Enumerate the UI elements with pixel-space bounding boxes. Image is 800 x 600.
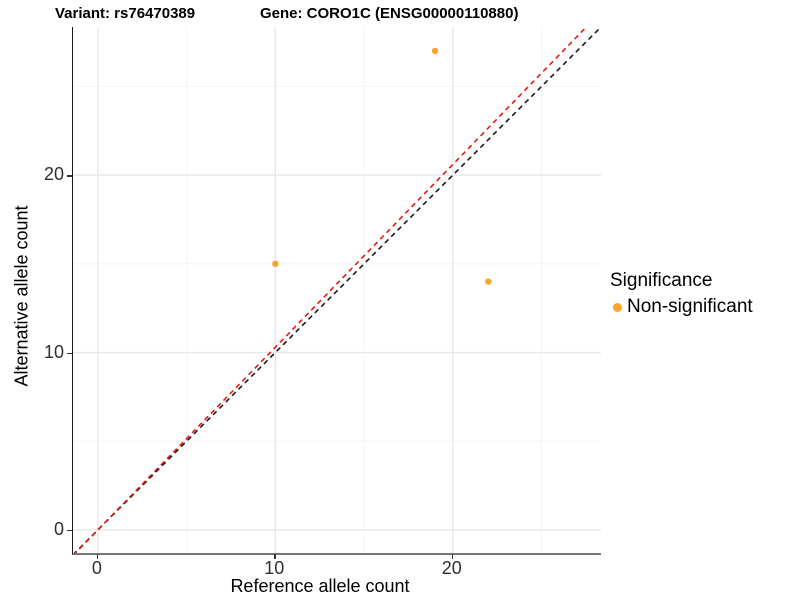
x-tick-label: 10 bbox=[264, 558, 285, 578]
y-tick-mark bbox=[67, 175, 72, 177]
y-tick-mark bbox=[67, 352, 72, 355]
legend-item-label: Non-significant bbox=[627, 296, 753, 317]
data-point bbox=[431, 47, 439, 55]
gene-title: Gene: CORO1C (ENSG00000110880) bbox=[260, 5, 519, 22]
identity-line bbox=[73, 27, 601, 553]
variant-title: Variant: rs76470389 bbox=[55, 5, 196, 22]
x-tick-mark bbox=[96, 554, 99, 559]
legend-dot-icon bbox=[613, 302, 622, 312]
plot-svg bbox=[73, 27, 601, 553]
y-tick-label: 0 bbox=[53, 518, 64, 539]
y-tick-label: 10 bbox=[43, 341, 64, 362]
x-tick-label: 0 bbox=[91, 558, 102, 578]
x-tick-mark bbox=[274, 554, 276, 559]
legend: Significance Non-significant bbox=[610, 270, 753, 318]
data-point bbox=[485, 278, 492, 285]
x-tick-label: 20 bbox=[441, 558, 462, 578]
fitted-line bbox=[74, 27, 588, 553]
x-axis-title: Reference allele count bbox=[230, 576, 410, 596]
x-tick-mark bbox=[451, 554, 454, 559]
y-tick-mark bbox=[67, 529, 72, 532]
legend-item: Non-significant bbox=[610, 296, 753, 318]
legend-title: Significance bbox=[610, 270, 713, 291]
y-tick-label: 20 bbox=[43, 164, 64, 185]
plot-panel bbox=[72, 27, 601, 555]
data-point bbox=[272, 260, 279, 268]
